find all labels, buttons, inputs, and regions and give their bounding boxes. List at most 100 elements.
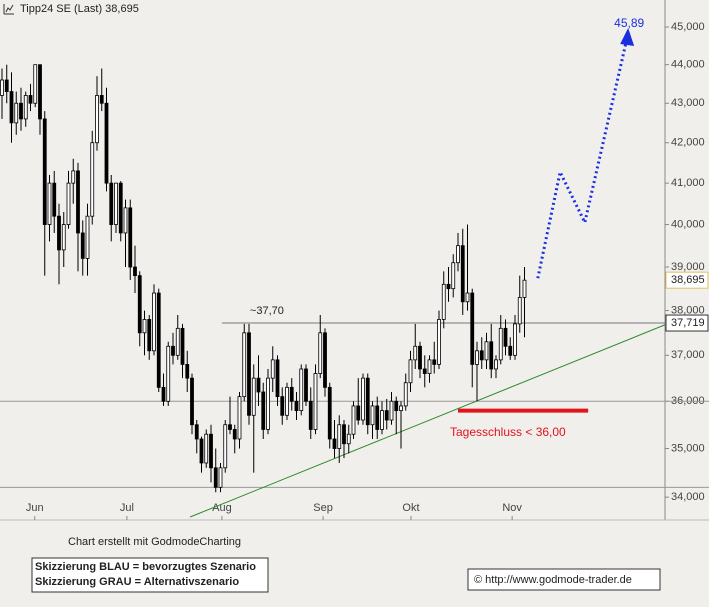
- y-tick-label: 35,000: [671, 442, 705, 454]
- x-tick-label: Nov: [502, 502, 522, 514]
- candle-body: [133, 266, 137, 277]
- candle-body: [204, 433, 209, 464]
- candle-body: [266, 377, 270, 430]
- candle-body: [323, 332, 327, 388]
- candle-body: [389, 400, 394, 421]
- candle-body: [498, 327, 503, 361]
- y-tick-label: 41,000: [671, 177, 705, 189]
- legend-line: Skizzierung GRAU = Alternativszenario: [35, 576, 239, 588]
- projection-line: [536, 41, 628, 279]
- price-label: 37,719: [671, 317, 705, 329]
- candle-body: [128, 207, 133, 268]
- candle-body: [285, 386, 289, 416]
- candle-body: [408, 359, 413, 384]
- candle-body: [384, 410, 389, 421]
- candle-body: [114, 182, 118, 225]
- projection-label: 45,89: [614, 16, 644, 30]
- candle-body: [251, 377, 256, 416]
- candle-body: [261, 391, 266, 430]
- candle-body: [494, 359, 498, 370]
- candle-body: [147, 319, 152, 352]
- candle-body: [9, 91, 14, 124]
- legend-line: Skizzierung BLAU = bevorzugtes Szenario: [35, 561, 256, 573]
- candle-body: [489, 341, 494, 370]
- candle-body: [418, 345, 422, 370]
- candle-body: [142, 319, 147, 334]
- candle-body: [57, 215, 61, 251]
- x-tick-label: Jul: [120, 502, 134, 514]
- candle-body: [313, 373, 318, 430]
- candle-body: [190, 377, 194, 426]
- price-label-box: [665, 271, 709, 289]
- x-tick-label: Jun: [26, 502, 44, 514]
- candle-body: [213, 467, 218, 488]
- candle-body: [0, 79, 4, 96]
- candle-body: [503, 327, 508, 347]
- candle-body: [484, 341, 489, 361]
- candle-body: [346, 433, 351, 445]
- candle-body: [166, 345, 171, 402]
- candle-body: [33, 64, 38, 104]
- candle-body: [19, 102, 23, 120]
- candle-body: [118, 182, 123, 234]
- x-tick-label: Okt: [402, 502, 419, 514]
- candle-body: [508, 345, 513, 356]
- legend-box: [31, 557, 269, 593]
- chart-title: Tipp24 SE (Last) 38,695: [20, 3, 139, 15]
- price-label-box: [665, 314, 709, 332]
- candle-body: [61, 224, 66, 251]
- candle-body: [247, 332, 251, 416]
- candle-body: [437, 319, 441, 365]
- source-box: [467, 568, 661, 591]
- candle-body: [242, 332, 247, 398]
- candle-body: [513, 323, 517, 356]
- candle-body: [432, 359, 437, 365]
- candle-body: [465, 292, 470, 303]
- resistance-annotation: ~37,70: [250, 305, 284, 317]
- candle-body: [194, 424, 199, 440]
- candle-body: [446, 283, 451, 290]
- candle-body: [76, 170, 80, 234]
- candle-body: [66, 182, 71, 225]
- candle-body: [232, 429, 237, 440]
- y-tick-label: 45,000: [671, 21, 705, 33]
- candle-body: [318, 332, 323, 374]
- candle-body: [123, 207, 128, 234]
- candle-body: [399, 405, 403, 412]
- source: © http://www.godmode-trader.de: [474, 574, 632, 586]
- candle-body: [223, 424, 228, 469]
- candle-body: [161, 386, 166, 402]
- candle-body: [365, 377, 370, 426]
- candle-body: [228, 424, 232, 430]
- candle-body: [171, 345, 175, 356]
- candle-body: [299, 368, 304, 412]
- credit: Chart erstellt mit GodmodeCharting: [68, 536, 241, 548]
- candle-body: [375, 405, 380, 430]
- candle-body: [280, 396, 285, 416]
- candle-body: [308, 400, 313, 430]
- candle-body: [28, 95, 33, 104]
- candle-body: [456, 245, 460, 264]
- y-tick-label: 38,000: [671, 304, 705, 316]
- price-label: 38,695: [671, 274, 705, 286]
- candle-body: [403, 382, 408, 407]
- candle-body: [413, 345, 418, 361]
- candle-body: [152, 292, 156, 352]
- candle-body: [361, 377, 365, 421]
- candle-body: [441, 283, 446, 320]
- candle-body: [289, 386, 294, 402]
- candle-body: [175, 327, 180, 356]
- candle-body: [137, 275, 142, 334]
- candle-body: [156, 292, 161, 388]
- candle-body: [451, 262, 456, 290]
- x-tick-label: Aug: [212, 502, 232, 514]
- candle-body: [209, 433, 213, 469]
- trend-line: [189, 324, 666, 518]
- candle-body: [522, 279, 527, 298]
- candle-body: [95, 95, 99, 144]
- candle-body: [394, 400, 399, 412]
- candle-body: [380, 410, 384, 430]
- candle-body: [337, 424, 342, 449]
